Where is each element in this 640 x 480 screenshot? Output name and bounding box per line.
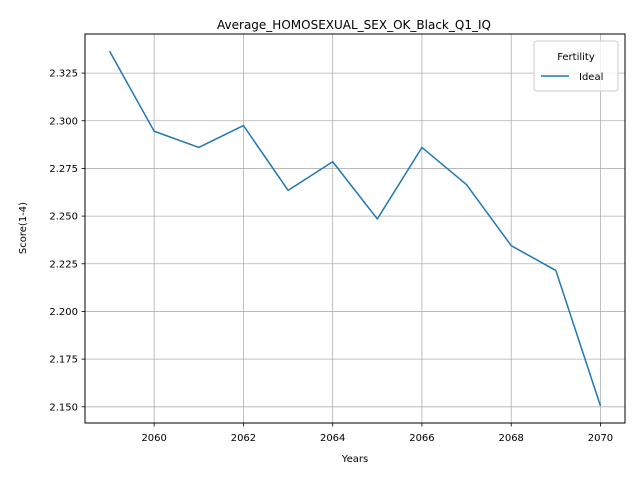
grid (85, 34, 625, 423)
series-line-ideal (108, 50, 602, 407)
y-tick-label: 2.200 (49, 307, 78, 318)
x-axis-label: Years (341, 454, 368, 465)
x-tick-label: 2062 (231, 433, 256, 444)
chart-title: Average_HOMOSEXUAL_SEX_OK_Black_Q1_IQ (217, 18, 491, 32)
legend-box (533, 40, 619, 92)
legend: Fertility Ideal (533, 40, 619, 92)
y-tick-label: 2.175 (49, 355, 78, 366)
series-layer (108, 50, 602, 407)
y-tick-label: 2.300 (49, 116, 78, 127)
x-tick-label: 2060 (141, 433, 166, 444)
x-tick-label: 2068 (498, 433, 523, 444)
y-axis-label: Score(1-4) (18, 202, 29, 254)
plot-frame (84, 33, 626, 424)
x-tick-label: 2064 (320, 433, 345, 444)
x-axis-ticks: 2060 2062 2064 2066 2068 2070 (141, 423, 613, 444)
x-tick-label: 2066 (409, 433, 434, 444)
y-tick-label: 2.225 (49, 259, 78, 270)
y-tick-label: 2.325 (49, 69, 78, 80)
y-tick-label: 2.150 (49, 402, 78, 413)
y-axis-ticks: 2.150 2.175 2.200 2.225 2.250 2.275 2.300 2.325 (49, 69, 85, 413)
legend-entry-ideal: Ideal (579, 72, 603, 83)
y-tick-label: 2.275 (49, 164, 78, 175)
legend-title: Fertility (557, 52, 595, 63)
y-tick-label: 2.250 (49, 212, 78, 223)
x-tick-label: 2070 (588, 433, 613, 444)
